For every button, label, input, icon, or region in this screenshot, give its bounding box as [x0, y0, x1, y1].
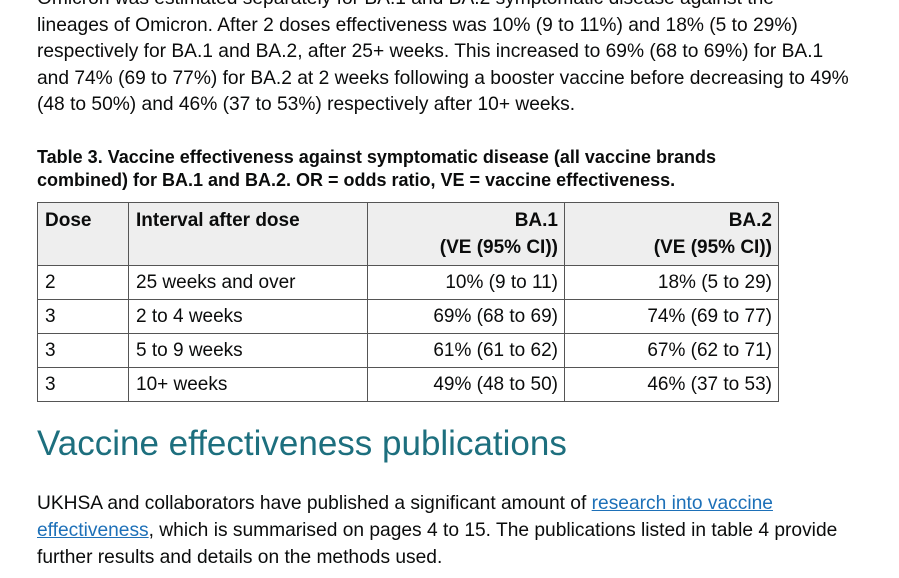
cell-ba2: 46% (37 to 53) — [564, 367, 779, 402]
section-paragraph: UKHSA and collaborators have published a… — [37, 490, 887, 571]
cell-ba1: 49% (48 to 50) — [367, 367, 565, 402]
paragraph-text: , which is summarised on pages 4 to 15. … — [37, 520, 838, 568]
cell-dose: 3 — [37, 333, 129, 368]
table-row: 3 10+ weeks 49% (48 to 50) 46% (37 to 53… — [37, 367, 779, 402]
paragraph-text: UKHSA and collaborators have published a… — [37, 493, 592, 514]
cell-interval: 25 weeks and over — [128, 265, 368, 300]
table-row: 3 2 to 4 weeks 69% (68 to 69) 74% (69 to… — [37, 299, 779, 334]
intro-line: (48 to 50%) and 46% (37 to 53%) respecti… — [37, 94, 576, 116]
table-row: 2 25 weeks and over 10% (9 to 11) 18% (5… — [37, 265, 779, 300]
table-row: 3 5 to 9 weeks 61% (61 to 62) 67% (62 to… — [37, 333, 779, 368]
header-dose: Dose — [37, 202, 129, 266]
intro-line: lineages of Omicron. After 2 doses effec… — [37, 14, 798, 36]
cell-ba1: 69% (68 to 69) — [367, 299, 565, 334]
section-heading: Vaccine effectiveness publications — [37, 424, 567, 463]
cell-interval: 2 to 4 weeks — [128, 299, 368, 334]
header-interval: Interval after dose — [128, 202, 368, 266]
vaccine-effectiveness-table: Dose Interval after dose BA.1 (VE (95% CI… — [37, 202, 779, 402]
intro-paragraph: Omicron was estimated separately for BA.… — [37, 0, 893, 119]
cell-ba2: 74% (69 to 77) — [564, 299, 779, 334]
cell-dose: 3 — [37, 299, 129, 334]
cell-ba1: 10% (9 to 11) — [367, 265, 565, 300]
table-header-row: Dose Interval after dose BA.1 (VE (95% CI… — [37, 202, 779, 266]
research-link[interactable]: research into vaccine effectiveness — [37, 493, 773, 541]
table-caption-line: combined) for BA.1 and BA.2. OR = odds r… — [37, 170, 676, 190]
intro-line: and 74% (69 to 77%) for BA.2 at 2 weeks … — [37, 67, 849, 89]
cell-interval: 10+ weeks — [128, 367, 368, 402]
intro-line: respectively for BA.1 and BA.2, after 25… — [37, 41, 824, 63]
cell-interval: 5 to 9 weeks — [128, 333, 368, 368]
cell-ba1: 61% (61 to 62) — [367, 333, 565, 368]
cell-dose: 2 — [37, 265, 129, 300]
table-caption: Table 3. Vaccine effectiveness against s… — [37, 146, 837, 192]
table-caption-line: Table 3. Vaccine effectiveness against s… — [37, 147, 716, 167]
cell-ba2: 67% (62 to 71) — [564, 333, 779, 368]
header-ba2: BA.2 (VE (95% CI)) — [564, 202, 779, 266]
cell-ba2: 18% (5 to 29) — [564, 265, 779, 300]
cell-dose: 3 — [37, 367, 129, 402]
intro-line: Omicron was estimated separately for BA.… — [37, 0, 774, 9]
header-ba1: BA.1 (VE (95% CI)) — [367, 202, 565, 266]
